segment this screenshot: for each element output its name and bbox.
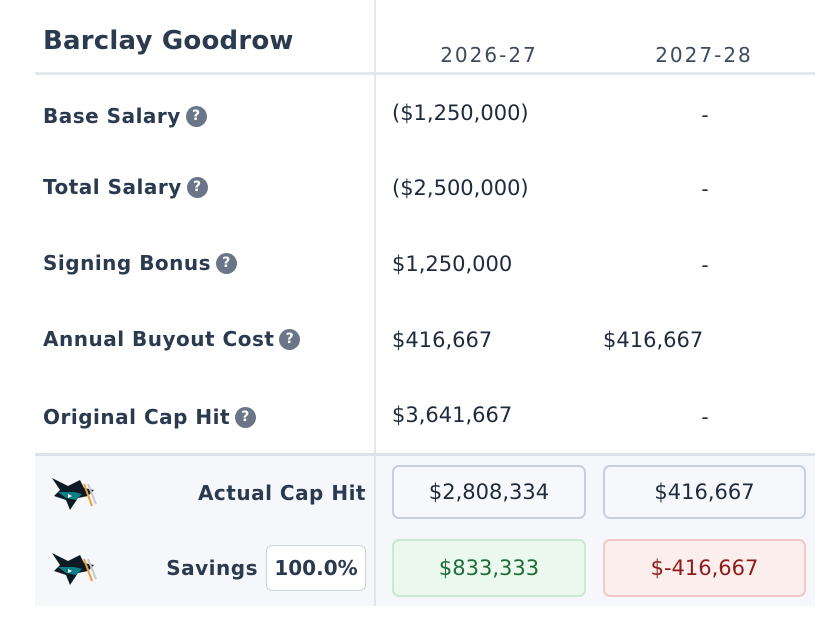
row-label-text: Total Salary (43, 175, 182, 199)
total-salary-2026: ($2,500,000) (392, 176, 529, 200)
signing-bonus-2026: $1,250,000 (392, 252, 513, 276)
summary-column-divider (374, 456, 376, 606)
header-divider (35, 72, 815, 75)
season-header-1: 2026-27 (440, 43, 538, 67)
row-label-signing-bonus: Signing Bonus ? (43, 251, 238, 275)
buyout-cost-2027: $416,667 (603, 328, 704, 352)
row-label-text: Original Cap Hit (43, 405, 231, 429)
actual-cap-hit-label: Actual Cap Hit (197, 481, 366, 505)
buyout-cost-2026: $416,667 (392, 328, 493, 352)
row-label-text: Signing Bonus (43, 251, 212, 275)
original-cap-hit-2027: - (701, 405, 709, 429)
help-icon[interactable]: ? (186, 176, 208, 198)
savings-percent-input[interactable]: 100.0% (266, 545, 366, 591)
column-divider (374, 0, 376, 606)
row-label-total-salary: Total Salary ? (43, 175, 208, 199)
actual-cap-hit-2027: $416,667 (603, 465, 806, 519)
base-salary-2027: - (701, 103, 709, 127)
player-name: Barclay Goodrow (43, 26, 294, 56)
original-cap-hit-2026: $3,641,667 (392, 403, 513, 427)
shark-logo-icon (52, 553, 97, 585)
help-icon[interactable]: ? (216, 252, 238, 274)
row-label-base-salary: Base Salary ? (43, 104, 207, 128)
row-label-text: Base Salary (43, 104, 181, 128)
savings-2026: $833,333 (392, 539, 586, 597)
row-label-original-cap-hit: Original Cap Hit ? (43, 405, 257, 429)
savings-2027: $-416,667 (603, 539, 806, 597)
help-icon[interactable]: ? (279, 328, 301, 350)
season-header-2: 2027-28 (655, 43, 753, 67)
signing-bonus-2027: - (701, 253, 709, 277)
help-icon[interactable]: ? (185, 105, 207, 127)
actual-cap-hit-2026: $2,808,334 (392, 465, 586, 519)
total-salary-2027: - (701, 177, 709, 201)
summary-divider (35, 453, 815, 456)
help-icon[interactable]: ? (235, 406, 257, 428)
shark-logo-icon (52, 478, 97, 510)
row-label-text: Annual Buyout Cost (43, 327, 275, 351)
base-salary-2026: ($1,250,000) (392, 101, 529, 125)
row-label-annual-buyout-cost: Annual Buyout Cost ? (43, 327, 301, 351)
savings-label: Savings (166, 556, 258, 580)
